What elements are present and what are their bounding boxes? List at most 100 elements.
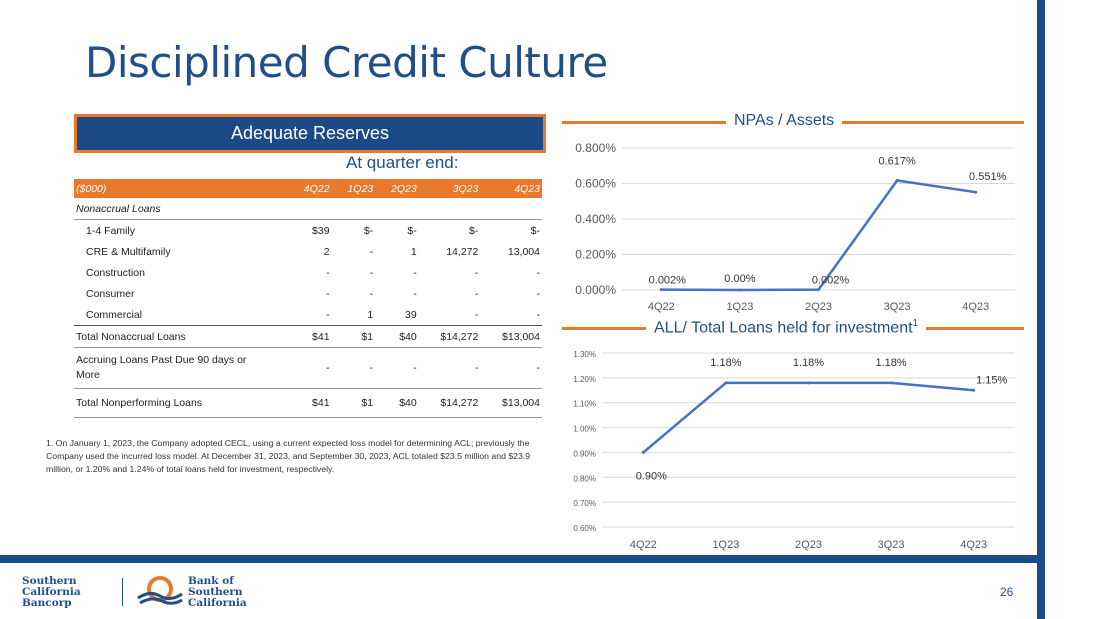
data-label: 0.90% bbox=[636, 470, 667, 482]
cell: - bbox=[536, 287, 541, 300]
x-tick-label: 4Q23 bbox=[962, 301, 989, 313]
data-label: 1.18% bbox=[793, 357, 824, 369]
data-point bbox=[974, 190, 978, 194]
cell: $14,272 bbox=[418, 388, 481, 418]
x-tick-label: 2Q23 bbox=[795, 539, 822, 551]
row-label: Consumer bbox=[86, 287, 135, 300]
data-label: 1.18% bbox=[710, 357, 741, 369]
data-point bbox=[724, 381, 728, 385]
cell: $- bbox=[469, 224, 479, 237]
header-cell: 4Q23 bbox=[480, 179, 542, 198]
cell: 1 bbox=[367, 308, 374, 321]
cell: $41 bbox=[288, 325, 332, 348]
page-number: 26 bbox=[1000, 585, 1014, 599]
row-label: Total Nonperforming Loans bbox=[74, 388, 288, 418]
cell: $13,004 bbox=[480, 388, 542, 418]
data-label: 0.617% bbox=[878, 155, 916, 167]
cell: - bbox=[369, 245, 374, 258]
chart2-title: ALL/ Total Loans held for investment1 bbox=[646, 318, 927, 338]
y-tick-label: 0.600% bbox=[575, 177, 616, 191]
cell: 1 bbox=[410, 245, 417, 258]
data-point bbox=[817, 288, 820, 292]
y-tick-label: 0.70% bbox=[573, 499, 596, 508]
data-point bbox=[641, 450, 645, 454]
logo-right-line: Bank of bbox=[188, 575, 234, 587]
row-label: 1-4 Family bbox=[86, 224, 136, 237]
cell: - bbox=[288, 347, 332, 389]
row-label: CRE & Multifamily bbox=[86, 245, 171, 258]
row-label: Total Nonaccrual Loans bbox=[74, 325, 288, 348]
chart2-title-text: ALL/ Total Loans held for investment bbox=[654, 319, 913, 337]
table-header-row: ($000) 4Q22 1Q23 2Q23 3Q23 4Q23 bbox=[74, 179, 542, 198]
y-tick-label: 0.90% bbox=[573, 449, 596, 458]
y-tick-label: 1.00% bbox=[573, 425, 596, 434]
header-cell: 4Q22 bbox=[288, 179, 332, 198]
y-tick-label: 0.60% bbox=[573, 524, 596, 533]
cell: - bbox=[326, 266, 330, 279]
data-point bbox=[889, 381, 893, 385]
x-tick-label: 1Q23 bbox=[726, 301, 753, 313]
table-row: Construction - - - - - bbox=[74, 262, 542, 283]
section-row: Nonaccrual Loans bbox=[74, 198, 542, 220]
data-label: 0.551% bbox=[969, 171, 1007, 183]
cell: - bbox=[480, 347, 542, 389]
cell: - bbox=[474, 287, 479, 300]
header-cell: 3Q23 bbox=[418, 179, 481, 198]
cell: $- bbox=[407, 224, 417, 237]
credit-table: ($000) 4Q22 1Q23 2Q23 3Q23 4Q23 Nonaccru… bbox=[74, 179, 542, 418]
table-row: 1-4 Family $39 $- $- $- $- bbox=[74, 220, 542, 242]
cell: - bbox=[375, 347, 419, 389]
row-label: Commercial bbox=[86, 308, 143, 321]
y-tick-label: 0.80% bbox=[573, 474, 596, 483]
bank-sun-wave-icon bbox=[137, 576, 183, 605]
table-row: Consumer - - - - - bbox=[74, 283, 542, 304]
southern-california-bancorp-logo: Southern California Bancorp bbox=[22, 576, 122, 609]
logo-left-line: Bancorp bbox=[22, 597, 72, 609]
x-tick-label: 1Q23 bbox=[712, 539, 739, 551]
x-tick-label: 2Q23 bbox=[805, 301, 832, 313]
cell: - bbox=[474, 308, 479, 321]
cell: - bbox=[326, 308, 330, 321]
section-label: Nonaccrual Loans bbox=[74, 198, 542, 220]
npa-assets-chart: 0.000% 0.200% 0.400% 0.600% 0.800% 4Q22 1Q23 2Q… bbox=[575, 141, 1015, 313]
data-point bbox=[972, 388, 976, 392]
cell: $- bbox=[530, 224, 540, 237]
table-subheading: At quarter end: bbox=[346, 153, 459, 172]
x-tick-label: 4Q22 bbox=[648, 301, 675, 313]
cell: 13,004 bbox=[507, 245, 540, 258]
cell: 39 bbox=[405, 308, 417, 321]
x-tick-label: 3Q23 bbox=[878, 539, 905, 551]
data-label: 0.002% bbox=[812, 275, 850, 287]
cell: - bbox=[369, 266, 374, 279]
x-tick-label: 3Q23 bbox=[884, 301, 911, 313]
cell: - bbox=[536, 266, 541, 279]
logo-left-line: Southern bbox=[22, 575, 77, 587]
data-point bbox=[807, 381, 810, 385]
data-label: 0.002% bbox=[649, 275, 687, 287]
data-label: 1.18% bbox=[875, 357, 906, 369]
cell: $14,272 bbox=[418, 325, 481, 348]
data-point bbox=[659, 288, 663, 292]
section-banner: Adequate Reserves bbox=[74, 114, 546, 153]
cell: - bbox=[418, 347, 481, 389]
table-row: CRE & Multifamily 2 - 1 14,272 13,004 bbox=[74, 241, 542, 262]
y-tick-label: 1.10% bbox=[573, 400, 596, 409]
cell: $41 bbox=[288, 388, 332, 418]
y-tick-label: 0.400% bbox=[575, 212, 616, 226]
cell: - bbox=[413, 266, 417, 279]
chart1-title: NPAs / Assets bbox=[726, 112, 843, 130]
cell: - bbox=[326, 287, 330, 300]
total-nonperforming-row: Total Nonperforming Loans $41 $1 $40 $14… bbox=[74, 388, 542, 418]
cell: $40 bbox=[375, 325, 419, 348]
page-title: Disciplined Credit Culture bbox=[85, 38, 608, 87]
header-cell: ($000) bbox=[74, 179, 288, 198]
cell: $39 bbox=[312, 224, 330, 237]
all-loans-chart: 0.60% 0.70% 0.80% 0.90% 1.00% 1.10% 1.20% 1.30%… bbox=[573, 350, 1015, 551]
y-tick-label: 1.20% bbox=[573, 375, 596, 384]
bank-of-southern-california-logo: Bank of Southern California bbox=[188, 576, 247, 609]
cell: - bbox=[331, 347, 376, 389]
header-cell: 1Q23 bbox=[331, 179, 376, 198]
series-line bbox=[642, 381, 974, 454]
chart2-title-footnote-mark: 1 bbox=[912, 318, 919, 329]
y-tick-label: 1.30% bbox=[573, 350, 596, 359]
